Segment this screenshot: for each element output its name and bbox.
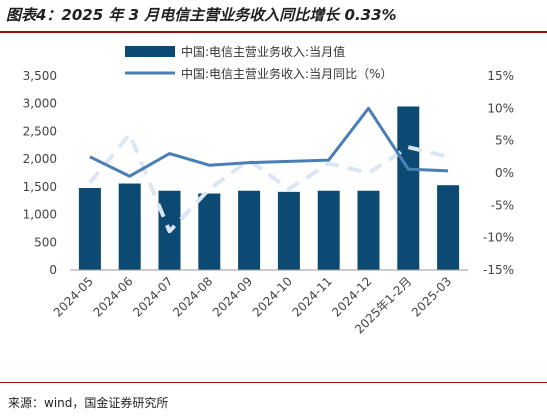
right-tick-label: 10% xyxy=(487,101,514,115)
left-tick-label: 3,500 xyxy=(23,69,57,83)
bar xyxy=(357,190,380,270)
bar xyxy=(437,185,460,270)
left-tick-label: 2,000 xyxy=(23,152,57,166)
right-axis: -15% -10% -5% 0% 5% 10% 15% xyxy=(483,69,514,277)
left-tick-label: 0 xyxy=(49,263,57,277)
left-axis: 0 500 1,000 1,500 2,000 2,500 3,000 3,500 xyxy=(23,69,57,277)
right-tick-label: 0% xyxy=(495,166,514,180)
chart-title: 图表4：2025 年 3 月电信主营业务收入同比增长 0.33% xyxy=(6,6,397,24)
x-tick-label: 2024-10 xyxy=(250,274,295,319)
x-tick-label: 2024-11 xyxy=(289,274,334,319)
bar xyxy=(78,187,101,270)
yoy-line-series xyxy=(89,106,449,178)
legend-bar-swatch xyxy=(125,46,175,57)
x-tick-label: 2024-06 xyxy=(90,274,135,319)
bar xyxy=(317,190,340,270)
legend-bar-label: 中国:电信主营业务收入:当月值 xyxy=(181,44,345,59)
x-tick-label: 2024-05 xyxy=(51,274,96,319)
source-note: 来源：wind，国金证券研究所 xyxy=(8,396,169,410)
right-tick-label: 5% xyxy=(495,134,514,148)
bar xyxy=(118,183,141,270)
left-tick-label: 1,000 xyxy=(23,208,57,222)
bar xyxy=(397,106,420,270)
bar-series xyxy=(78,106,460,270)
x-tick-label: 2024-08 xyxy=(170,274,215,319)
right-tick-label: -5% xyxy=(491,198,514,212)
left-tick-label: 2,500 xyxy=(23,124,57,138)
bar xyxy=(277,191,300,270)
right-tick-label: 15% xyxy=(487,69,514,83)
x-axis: 2024-052024-062024-072024-082024-092024-… xyxy=(51,269,468,337)
legend-line-label: 中国:电信主营业务收入:当月同比（%） xyxy=(181,66,393,81)
title-divider xyxy=(0,31,547,33)
x-tick-label: 2025-03 xyxy=(409,274,454,319)
left-tick-label: 1,500 xyxy=(23,180,57,194)
dashed-line-series xyxy=(88,132,449,234)
left-tick-label: 3,000 xyxy=(23,97,57,111)
right-tick-label: -10% xyxy=(483,231,514,245)
x-tick-label: 2024-09 xyxy=(210,274,255,319)
x-tick-label: 2024-07 xyxy=(130,274,175,319)
source-divider xyxy=(0,382,547,383)
left-tick-label: 500 xyxy=(34,235,57,249)
bar xyxy=(238,190,261,270)
right-tick-label: -15% xyxy=(483,263,514,277)
line-series xyxy=(88,106,449,234)
bar xyxy=(198,193,221,270)
